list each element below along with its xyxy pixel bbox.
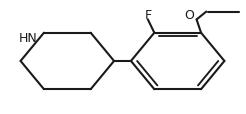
Text: O: O	[185, 9, 195, 21]
Text: HN: HN	[19, 31, 37, 44]
Text: F: F	[144, 9, 152, 21]
